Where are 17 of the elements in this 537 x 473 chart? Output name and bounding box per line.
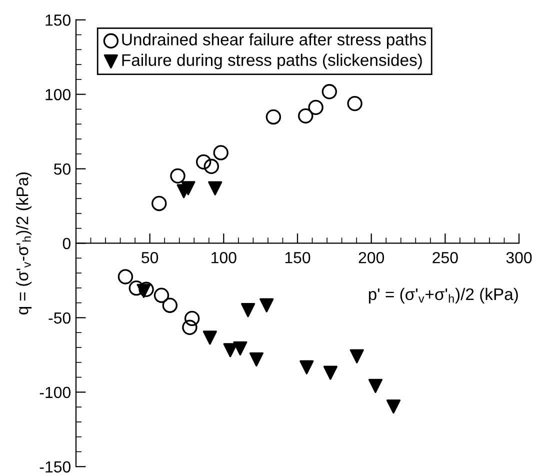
legend-label: Undrained shear failure after stress paths <box>122 33 426 49</box>
x-tick-label: 200 <box>358 252 384 264</box>
y-tick-label: -150 <box>40 461 71 473</box>
y-tick-label: 150 <box>46 14 70 26</box>
y-tick-label: -50 <box>48 312 70 324</box>
y-tick-label: 50 <box>54 163 70 175</box>
x-tick-label: 250 <box>432 252 458 264</box>
x-tick-label: 100 <box>212 252 236 264</box>
x-axis-title: p' = (σ'$_{v}$+σ'$_{h}$)/2 (kPa) <box>368 288 518 304</box>
legend-label: Failure during stress paths (slickensides) <box>122 54 422 70</box>
y-tick-label: -100 <box>40 386 71 398</box>
y-tick-label: 0 <box>62 238 70 250</box>
y-tick-label: 100 <box>46 88 70 100</box>
x-tick-label: 300 <box>506 252 532 264</box>
x-tick-label: 150 <box>285 252 310 264</box>
y-axis-title: q = (σ'$_{v}$-σ'$_{h}$)/2 (kPa) <box>16 172 32 314</box>
x-tick-label: 50 <box>142 252 158 264</box>
